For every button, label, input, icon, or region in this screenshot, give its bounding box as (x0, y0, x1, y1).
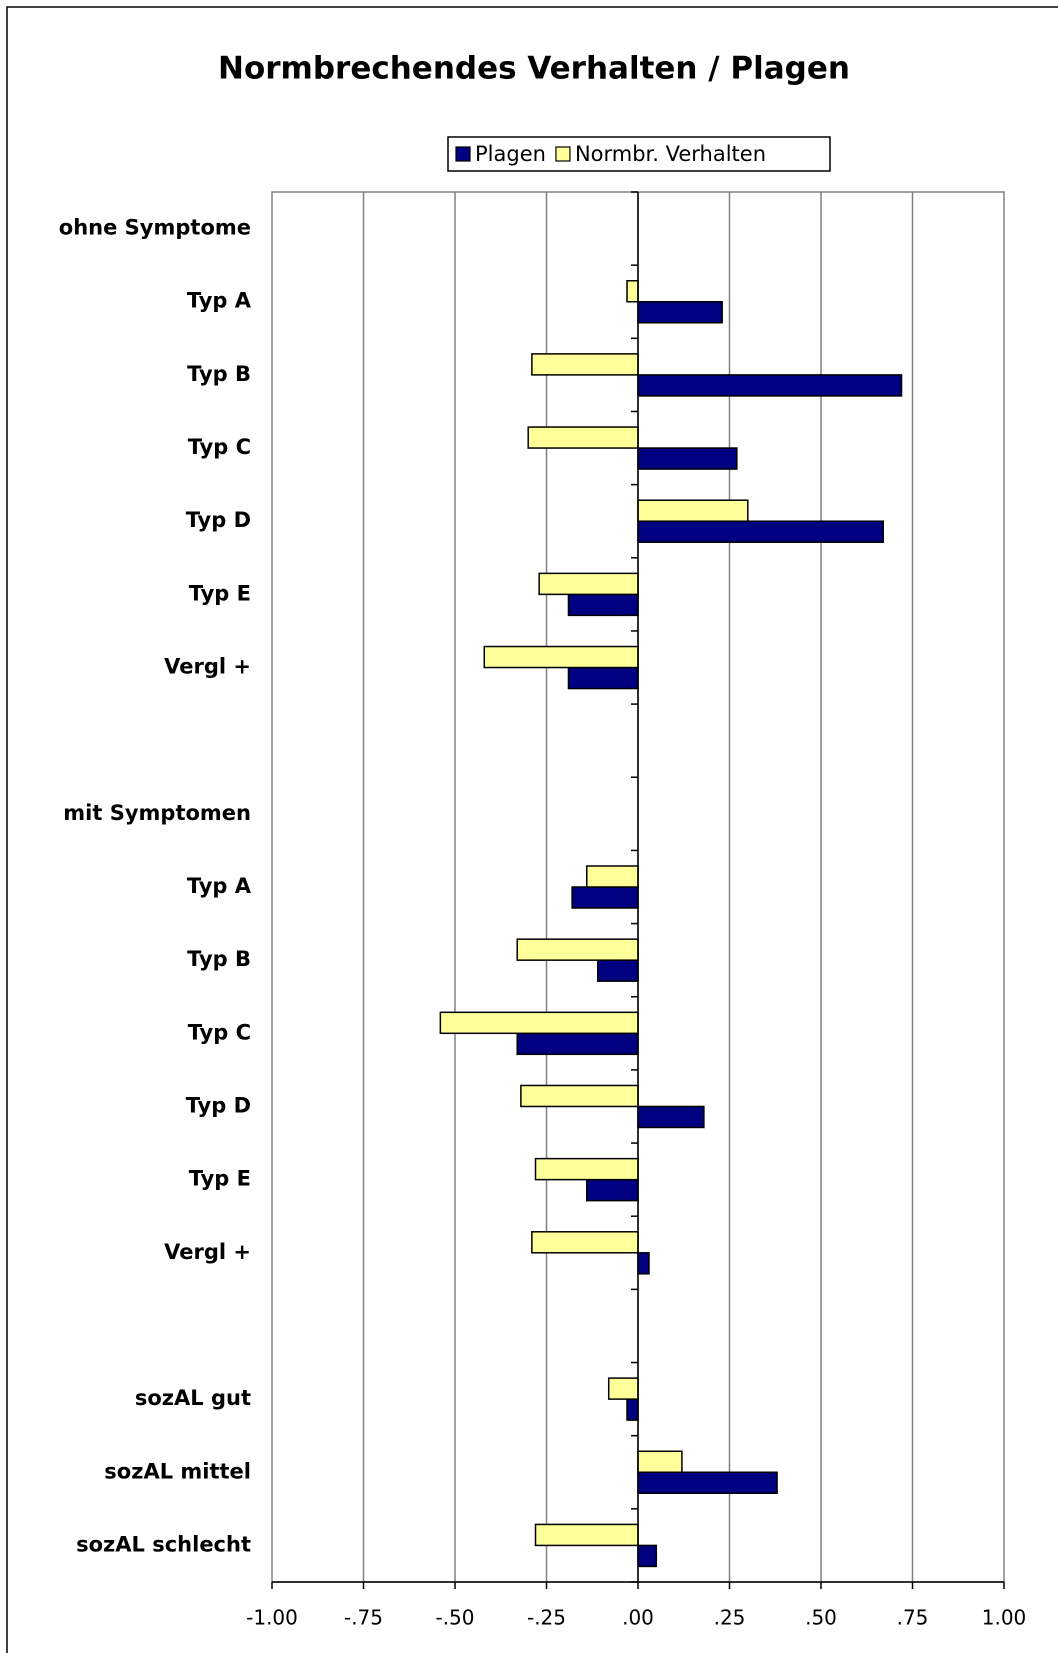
x-tick-label: 1.00 (982, 1606, 1027, 1630)
y-tick-label: sozAL gut (135, 1386, 251, 1410)
bar (637, 1471, 778, 1495)
y-tick-label: mit Symptomen (63, 801, 251, 825)
legend-label: Plagen (475, 142, 546, 166)
y-tick-label: Typ E (189, 1167, 251, 1191)
y-tick-label: Typ C (188, 1020, 251, 1044)
y-tick-label: Typ C (188, 435, 251, 459)
bar (527, 426, 639, 449)
bar (586, 1178, 639, 1202)
bar (637, 300, 723, 324)
y-tick-label: Typ B (187, 947, 251, 971)
x-tick-label: -.75 (344, 1606, 383, 1630)
y-tick-label: sozAL schlecht (76, 1532, 251, 1556)
bar (637, 1450, 683, 1474)
x-tick-label: -.50 (435, 1606, 474, 1630)
bar (637, 499, 749, 522)
bar (637, 1105, 705, 1129)
bar (637, 1544, 658, 1568)
bar (483, 645, 639, 669)
y-tick-label: Typ E (189, 581, 251, 605)
legend-box (447, 136, 831, 172)
bar (520, 1084, 639, 1108)
bar (534, 1523, 639, 1547)
y-tick-label: ohne Symptome (59, 216, 251, 240)
bar (538, 572, 639, 596)
bar (516, 1032, 639, 1056)
bar (637, 1252, 650, 1275)
legend-label: Normbr. Verhalten (575, 142, 766, 166)
bar (571, 886, 639, 909)
y-tick-label: Typ D (186, 508, 251, 532)
bar (567, 593, 639, 617)
y-tick-label: Vergl + (164, 655, 251, 679)
x-tick-label: .50 (805, 1606, 837, 1630)
bar (607, 1377, 639, 1400)
bar (531, 353, 639, 376)
y-tick-label: Typ A (187, 289, 252, 313)
x-tick-label: .25 (714, 1606, 746, 1630)
bar (439, 1011, 639, 1035)
bar (516, 938, 639, 961)
bar (626, 279, 639, 303)
bar (637, 447, 738, 470)
x-tick-label: -1.00 (246, 1606, 298, 1630)
bar (531, 1231, 639, 1254)
y-tick-label: Typ D (186, 1093, 251, 1117)
y-tick-label: sozAL mittel (104, 1459, 251, 1483)
x-tick-label: -.25 (527, 1606, 566, 1630)
x-tick-label: .00 (622, 1606, 654, 1630)
bar (637, 374, 903, 397)
legend-swatch (555, 146, 571, 162)
y-tick-label: Vergl + (164, 1240, 251, 1264)
bar (626, 1398, 639, 1421)
bar (567, 666, 639, 690)
x-tick-label: .75 (897, 1606, 929, 1630)
bar (586, 865, 639, 888)
legend-swatch (455, 146, 471, 162)
y-tick-label: Typ B (187, 362, 251, 386)
bar (596, 959, 639, 982)
bar (534, 1157, 639, 1181)
bar (637, 520, 884, 543)
y-tick-label: Typ A (187, 874, 252, 898)
chart-title: Normbrechendes Verhalten / Plagen (218, 51, 850, 87)
